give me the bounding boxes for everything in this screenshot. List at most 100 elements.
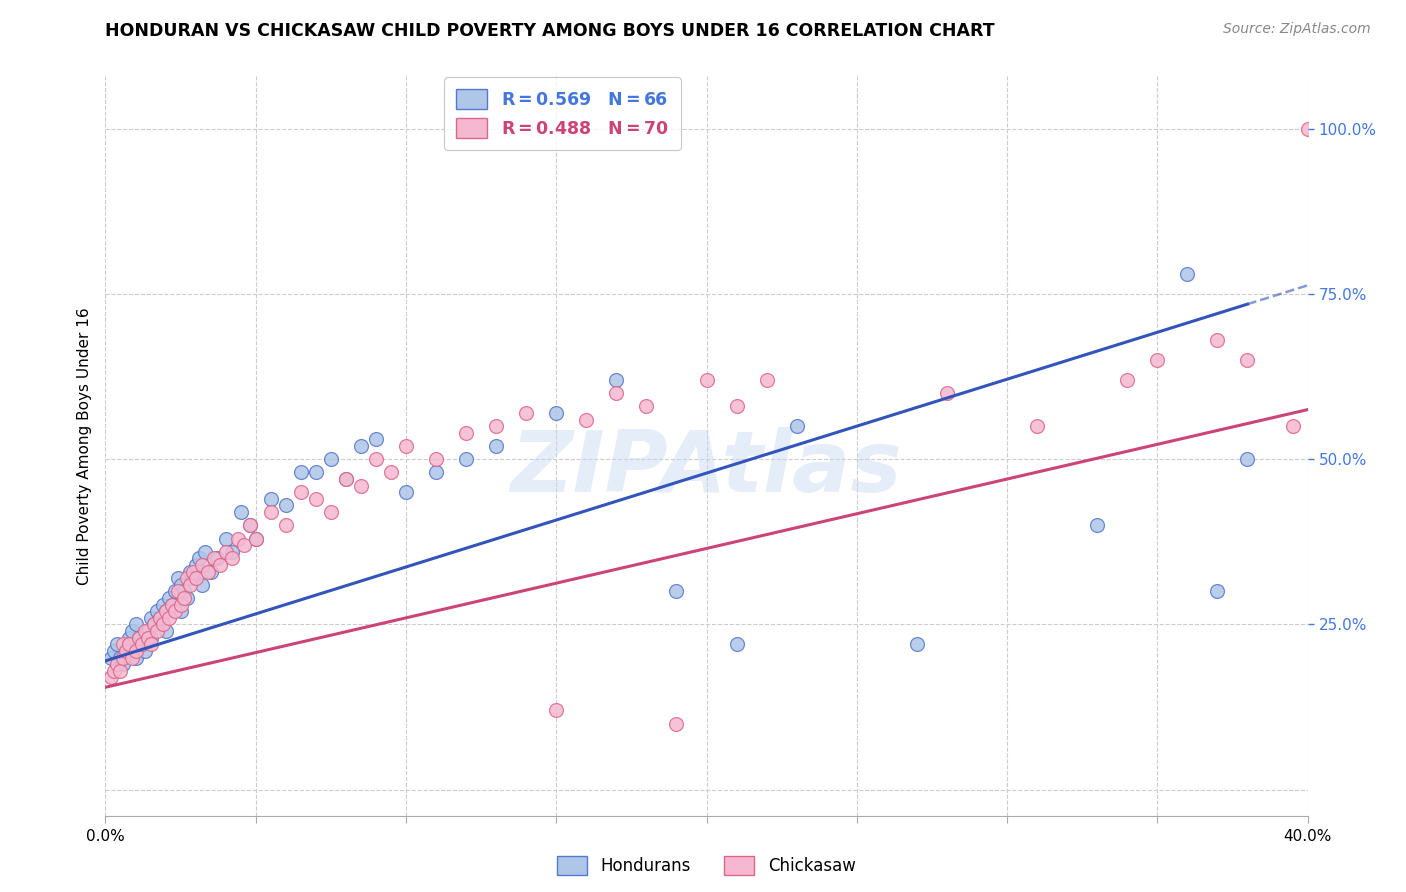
- Point: [169, 598, 191, 612]
- Point: [131, 637, 153, 651]
- Point: [112, 657, 135, 672]
- Point: [214, 532, 236, 546]
- Legend: Hondurans, Chickasaw: Hondurans, Chickasaw: [551, 849, 862, 882]
- Point: [305, 466, 328, 480]
- Point: [107, 657, 129, 672]
- Point: [173, 584, 195, 599]
- Point: [335, 472, 357, 486]
- Point: [169, 604, 191, 618]
- Point: [305, 491, 328, 506]
- Point: [163, 604, 186, 618]
- Point: [205, 551, 228, 566]
- Point: [1281, 419, 1303, 434]
- Point: [190, 578, 212, 592]
- Point: [425, 452, 447, 467]
- Point: [145, 624, 167, 639]
- Point: [173, 591, 195, 605]
- Point: [364, 452, 387, 467]
- Point: [350, 478, 373, 492]
- Point: [221, 545, 243, 559]
- Point: [184, 558, 207, 572]
- Text: ZIPAtlas: ZIPAtlas: [510, 426, 903, 509]
- Point: [148, 611, 170, 625]
- Point: [128, 631, 150, 645]
- Point: [166, 584, 188, 599]
- Point: [103, 644, 125, 658]
- Point: [575, 412, 598, 426]
- Point: [936, 386, 959, 401]
- Point: [134, 644, 156, 658]
- Point: [179, 565, 201, 579]
- Point: [245, 532, 267, 546]
- Point: [1085, 518, 1108, 533]
- Point: [157, 591, 180, 605]
- Point: [260, 491, 283, 506]
- Point: [515, 406, 537, 420]
- Point: [239, 518, 262, 533]
- Point: [115, 644, 138, 658]
- Point: [1206, 584, 1229, 599]
- Point: [725, 400, 748, 414]
- Point: [665, 584, 688, 599]
- Point: [184, 571, 207, 585]
- Point: [166, 571, 188, 585]
- Point: [1236, 353, 1258, 368]
- Point: [395, 439, 418, 453]
- Point: [157, 611, 180, 625]
- Point: [194, 545, 217, 559]
- Point: [176, 571, 198, 585]
- Point: [121, 650, 143, 665]
- Point: [152, 617, 174, 632]
- Point: [260, 505, 283, 519]
- Point: [239, 518, 262, 533]
- Point: [485, 439, 508, 453]
- Point: [605, 373, 627, 387]
- Point: [124, 644, 146, 658]
- Point: [696, 373, 718, 387]
- Point: [319, 505, 342, 519]
- Point: [290, 485, 312, 500]
- Point: [134, 624, 156, 639]
- Point: [181, 565, 204, 579]
- Point: [755, 373, 778, 387]
- Point: [905, 637, 928, 651]
- Point: [163, 584, 186, 599]
- Point: [290, 466, 312, 480]
- Point: [148, 611, 170, 625]
- Point: [187, 551, 209, 566]
- Point: [112, 650, 135, 665]
- Point: [274, 499, 297, 513]
- Point: [319, 452, 342, 467]
- Point: [202, 551, 225, 566]
- Point: [226, 532, 249, 546]
- Point: [103, 664, 125, 678]
- Point: [118, 631, 141, 645]
- Point: [100, 670, 122, 684]
- Point: [200, 565, 222, 579]
- Point: [725, 637, 748, 651]
- Point: [128, 631, 150, 645]
- Point: [100, 650, 122, 665]
- Point: [124, 617, 146, 632]
- Point: [232, 538, 254, 552]
- Point: [380, 466, 402, 480]
- Point: [229, 505, 252, 519]
- Text: HONDURAN VS CHICKASAW CHILD POVERTY AMONG BOYS UNDER 16 CORRELATION CHART: HONDURAN VS CHICKASAW CHILD POVERTY AMON…: [105, 22, 995, 40]
- Point: [176, 591, 198, 605]
- Point: [1116, 373, 1139, 387]
- Point: [1026, 419, 1049, 434]
- Point: [1206, 333, 1229, 347]
- Point: [131, 637, 153, 651]
- Point: [115, 644, 138, 658]
- Point: [208, 558, 231, 572]
- Point: [136, 624, 159, 639]
- Point: [274, 518, 297, 533]
- Point: [121, 624, 143, 639]
- Point: [110, 650, 132, 665]
- Text: Source: ZipAtlas.com: Source: ZipAtlas.com: [1223, 22, 1371, 37]
- Point: [245, 532, 267, 546]
- Point: [425, 466, 447, 480]
- Y-axis label: Child Poverty Among Boys Under 16: Child Poverty Among Boys Under 16: [76, 307, 91, 585]
- Point: [636, 400, 658, 414]
- Point: [124, 650, 146, 665]
